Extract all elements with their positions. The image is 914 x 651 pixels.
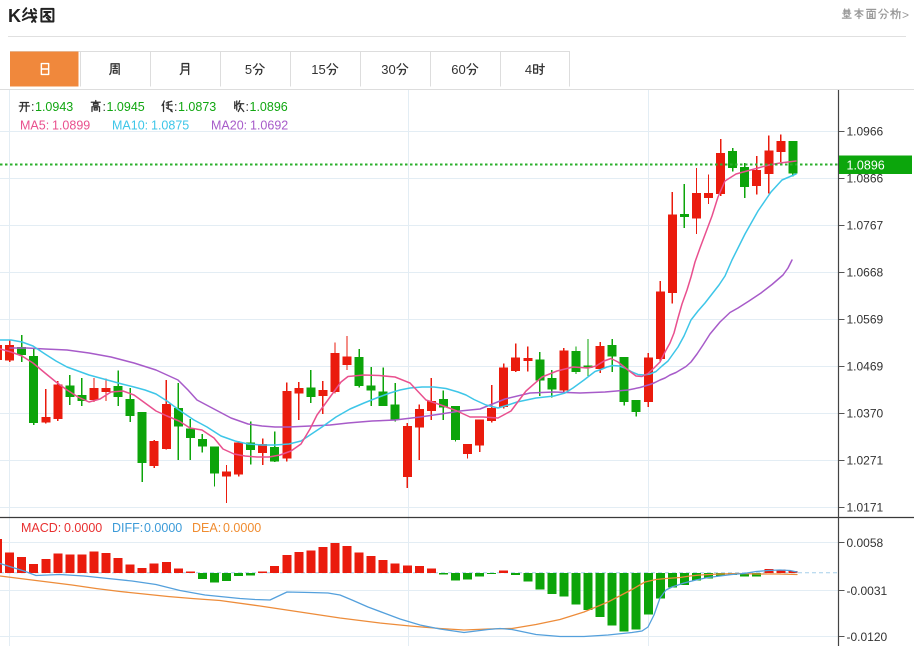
svg-text:1.0171: 1.0171 bbox=[847, 501, 884, 515]
svg-text:DIFF:: DIFF: bbox=[112, 521, 143, 535]
svg-text:60: 60 bbox=[451, 62, 465, 77]
svg-text::: : bbox=[246, 100, 249, 114]
svg-text::: : bbox=[174, 100, 177, 114]
svg-text:15: 15 bbox=[311, 62, 325, 77]
svg-text:5: 5 bbox=[245, 62, 252, 77]
svg-text:-0.0031: -0.0031 bbox=[847, 584, 888, 598]
svg-text:1.0469: 1.0469 bbox=[847, 360, 884, 374]
svg-text:0.0000: 0.0000 bbox=[64, 521, 102, 535]
svg-text:1.0668: 1.0668 bbox=[847, 266, 884, 280]
svg-text:1.0875: 1.0875 bbox=[151, 119, 189, 133]
svg-text:DEA:: DEA: bbox=[192, 521, 221, 535]
svg-text:0.0000: 0.0000 bbox=[144, 521, 182, 535]
svg-text:MACD:: MACD: bbox=[21, 521, 61, 535]
svg-text:0.0058: 0.0058 bbox=[847, 536, 884, 550]
svg-text:1.0873: 1.0873 bbox=[178, 100, 216, 114]
svg-text:4: 4 bbox=[525, 62, 532, 77]
svg-text::: : bbox=[103, 100, 106, 114]
svg-text:-0.0120: -0.0120 bbox=[847, 630, 888, 644]
svg-text:1.0966: 1.0966 bbox=[847, 125, 884, 139]
svg-text:1.0767: 1.0767 bbox=[847, 219, 884, 233]
svg-text:MA20:: MA20: bbox=[211, 119, 247, 133]
svg-text:1.0896: 1.0896 bbox=[847, 159, 885, 173]
svg-text:1.0569: 1.0569 bbox=[847, 313, 884, 327]
svg-text:1.0271: 1.0271 bbox=[847, 454, 884, 468]
svg-text::: : bbox=[31, 100, 34, 114]
svg-text:>: > bbox=[902, 8, 909, 22]
svg-text:1.0692: 1.0692 bbox=[250, 119, 288, 133]
svg-text:MA10:: MA10: bbox=[112, 119, 148, 133]
svg-text:30: 30 bbox=[381, 62, 395, 77]
svg-text:MA5:: MA5: bbox=[20, 119, 49, 133]
svg-text:1.0866: 1.0866 bbox=[847, 172, 884, 186]
svg-text:K: K bbox=[8, 6, 21, 26]
svg-text:1.0370: 1.0370 bbox=[847, 407, 884, 421]
svg-text:1.0943: 1.0943 bbox=[35, 100, 73, 114]
svg-text:1.0896: 1.0896 bbox=[250, 100, 288, 114]
svg-text:0.0000: 0.0000 bbox=[223, 521, 261, 535]
svg-text:1.0945: 1.0945 bbox=[107, 100, 145, 114]
svg-text:1.0899: 1.0899 bbox=[52, 119, 90, 133]
